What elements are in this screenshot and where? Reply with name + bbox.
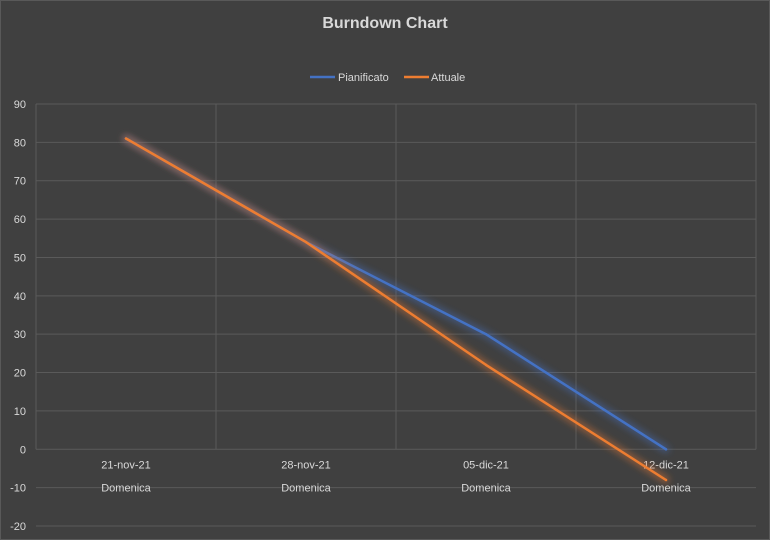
y-tick-label: 70 xyxy=(14,176,26,188)
series-lines xyxy=(122,135,670,484)
data-point-pianificato xyxy=(664,448,668,451)
gridlines xyxy=(35,103,757,527)
x-tick-label: 05-dic-21 xyxy=(463,459,509,471)
y-tick-label: 90 xyxy=(14,99,26,111)
y-tick-label: -20 xyxy=(10,521,26,533)
data-point-attuale xyxy=(304,240,308,244)
legend-label-pianificato: Pianificato xyxy=(338,72,389,84)
legend: Pianificato Attuale xyxy=(310,72,465,84)
y-tick-label: 0 xyxy=(20,444,26,456)
y-axis-ticks: 90 80 70 60 50 40 30 20 10 0 -10 -20 xyxy=(10,99,26,533)
y-tick-label: 20 xyxy=(14,368,26,380)
chart-title: Burndown Chart xyxy=(322,15,448,32)
data-point-attuale xyxy=(484,363,488,367)
data-point-attuale xyxy=(664,478,668,482)
x-axis-ticks: 21-nov-21 Domenica 28-nov-21 Domenica 05-dic… xyxy=(101,459,691,494)
y-tick-label: -10 xyxy=(10,483,26,495)
x-tick-sublabel: Domenica xyxy=(641,482,691,494)
x-tick-label: 28-nov-21 xyxy=(281,459,331,471)
data-point-attuale xyxy=(124,137,128,140)
legend-label-attuale: Attuale xyxy=(431,72,465,84)
x-tick-sublabel: Domenica xyxy=(281,482,331,494)
y-tick-label: 50 xyxy=(14,252,26,264)
x-tick-label: 21-nov-21 xyxy=(101,459,151,471)
y-tick-label: 10 xyxy=(14,406,26,418)
y-tick-label: 30 xyxy=(14,329,26,341)
x-tick-label: 12-dic-21 xyxy=(643,459,689,471)
x-tick-sublabel: Domenica xyxy=(101,482,151,494)
data-point-pianificato xyxy=(484,332,488,336)
y-tick-label: 60 xyxy=(14,214,26,226)
series-line-attuale xyxy=(124,137,668,482)
y-tick-label: 80 xyxy=(14,137,26,149)
y-tick-label: 40 xyxy=(14,291,26,303)
x-tick-sublabel: Domenica xyxy=(461,482,511,494)
